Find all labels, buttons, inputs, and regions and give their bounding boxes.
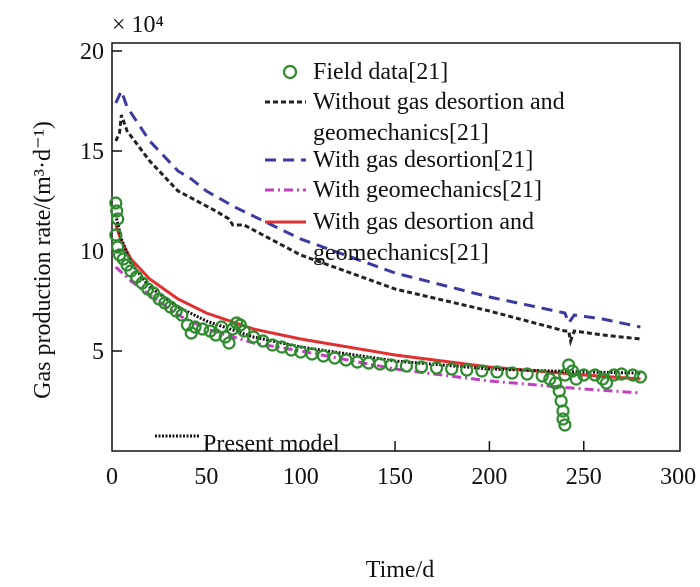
x-tick-label: 250 bbox=[566, 464, 602, 490]
legend-label-1: With gas desortion[21] bbox=[313, 147, 533, 173]
x-tick-label: 100 bbox=[283, 464, 319, 490]
legend-label-3: With gas desortion and geomechanics[21] bbox=[313, 209, 534, 266]
field-data-point bbox=[505, 366, 519, 380]
field-data-point bbox=[399, 359, 413, 373]
field-data-point bbox=[110, 204, 124, 218]
field-data-point bbox=[607, 368, 621, 382]
field-data-point bbox=[445, 362, 459, 376]
field-data-point bbox=[599, 376, 614, 390]
field-data-point bbox=[414, 360, 429, 374]
field-data-point bbox=[626, 368, 640, 382]
field-data-point bbox=[112, 248, 127, 262]
y-multiplier: × 10⁴ bbox=[112, 12, 164, 38]
x-tick-label: 50 bbox=[194, 464, 218, 490]
field-data-point bbox=[384, 358, 398, 372]
legend: Field data[21] Without gas desortion and g… bbox=[155, 59, 565, 457]
series-line-0 bbox=[114, 114, 641, 347]
y-axis-label: Gas production rate/(m³·d⁻¹) bbox=[30, 121, 56, 399]
field-data-point bbox=[175, 308, 189, 322]
field-data-point bbox=[490, 365, 504, 379]
field-data-point bbox=[596, 372, 610, 386]
legend-label-4: Present model bbox=[203, 431, 340, 457]
field-data-point bbox=[475, 364, 489, 378]
field-data-point bbox=[556, 412, 570, 426]
field-data-point bbox=[222, 336, 236, 350]
field-data-point bbox=[109, 196, 123, 210]
series-line-4 bbox=[114, 214, 641, 375]
field-data-point bbox=[556, 404, 570, 418]
field-data-point bbox=[520, 367, 534, 381]
y-tick-label: 10 bbox=[80, 239, 104, 265]
y-tick-label: 20 bbox=[80, 39, 104, 65]
x-tick-label: 150 bbox=[377, 464, 413, 490]
field-data-point bbox=[535, 369, 549, 383]
legend-label-2: With geomechanics[21] bbox=[313, 177, 542, 203]
field-data-point bbox=[195, 322, 210, 336]
y-tick-label: 5 bbox=[92, 339, 104, 365]
legend-label-field: Field data[21] bbox=[313, 59, 448, 85]
x-axis-label: Time/d bbox=[366, 557, 434, 582]
x-tick-label: 200 bbox=[471, 464, 507, 490]
x-tick-label: 300 bbox=[660, 464, 696, 490]
field-data-point bbox=[633, 370, 647, 384]
field-data-point bbox=[237, 324, 251, 338]
field-data-point bbox=[429, 361, 444, 375]
field-data-point bbox=[460, 363, 474, 377]
field-data-point bbox=[111, 240, 125, 254]
legend-marker-field bbox=[282, 64, 298, 80]
field-data-point bbox=[111, 212, 125, 226]
field-data-point bbox=[558, 418, 572, 432]
y-tick-label: 15 bbox=[80, 139, 104, 165]
field-data-point bbox=[109, 228, 123, 242]
x-tick-label: 0 bbox=[106, 464, 118, 490]
legend-label-0: Without gas desortion and geomechanics[21… bbox=[313, 89, 565, 146]
field-data-point bbox=[188, 320, 202, 334]
